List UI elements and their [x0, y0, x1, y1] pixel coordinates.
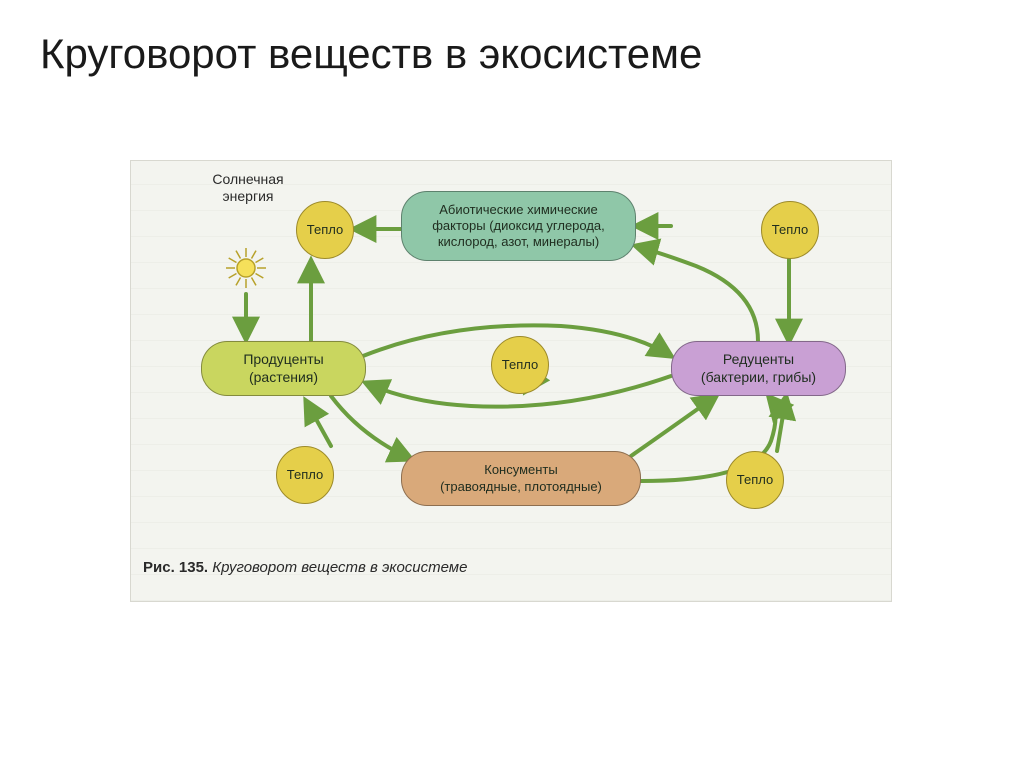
decomposers-node: Редуценты(бактерии, грибы) — [671, 341, 846, 396]
diagram-canvas: Солнечнаяэнергия Абиотические химические… — [130, 160, 892, 602]
figure-number: Рис. 135. — [143, 559, 208, 576]
heat-node-center: Тепло — [491, 336, 549, 394]
page-title: Круговорот веществ в экосистеме — [40, 30, 702, 78]
solar-energy-label: Солнечнаяэнергия — [203, 171, 293, 205]
heat-node-bottom-right: Тепло — [726, 451, 784, 509]
heat-node-top-left: Тепло — [296, 201, 354, 259]
sun-icon — [224, 246, 268, 290]
heat-node-bottom-left: Тепло — [276, 446, 334, 504]
heat-node-top-right: Тепло — [761, 201, 819, 259]
producers-node: Продуценты(растения) — [201, 341, 366, 396]
consumers-node: Консументы(травоядные, плотоядные) — [401, 451, 641, 506]
abiotic-factors-node: Абиотические химическиефакторы (диоксид … — [401, 191, 636, 261]
figure-text: Круговорот веществ в экосистеме — [212, 559, 467, 576]
figure-caption: Рис. 135. Круговорот веществ в экосистем… — [143, 559, 467, 576]
